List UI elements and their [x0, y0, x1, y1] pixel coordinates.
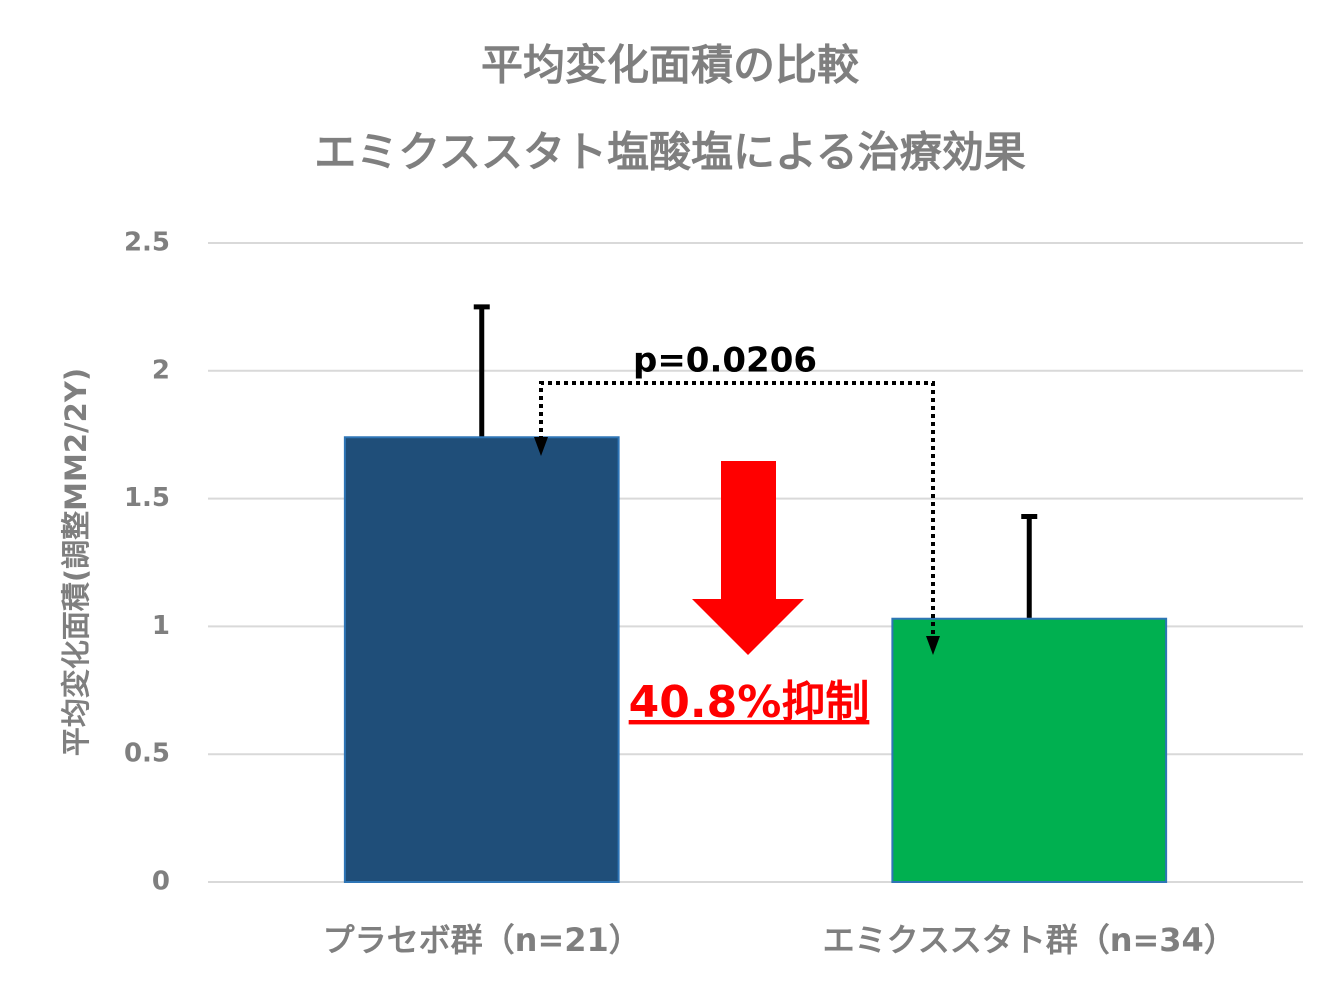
p-value: p=0.0206 [633, 341, 817, 381]
comparison-arrow [539, 381, 935, 640]
reduction-label: 40.8%抑制 [629, 677, 870, 728]
y-tick-label: 1.5 [124, 483, 170, 513]
arrowhead [926, 636, 940, 655]
y-tick-label: 2.5 [124, 228, 170, 258]
reduction-arrow [692, 461, 804, 655]
x-tick-label: プラセボ群（n=21） [323, 921, 641, 959]
y-axis-label: 平均変化面積(調整MM2/2Y) [59, 368, 93, 756]
chart-subtitle: エミクススタト塩酸塩による治療効果 [314, 128, 1025, 177]
plot-area: 0 0.5 1 1.5 2 2.5 プラセボ群（n=21） エミクススタト群（n=34） [124, 228, 1303, 959]
y-tick-label: 0.5 [124, 739, 170, 769]
y-tick-label: 0 [152, 867, 170, 897]
dotted-connector [539, 381, 935, 640]
x-tick-label: エミクススタト群（n=34） [823, 921, 1236, 959]
arrowhead [534, 437, 548, 456]
bar [343, 436, 620, 883]
bar [891, 617, 1168, 883]
y-tick-label: 2 [152, 355, 170, 385]
chart-title: 平均変化面積の比較 [481, 41, 860, 90]
y-tick-label: 1 [152, 611, 170, 641]
